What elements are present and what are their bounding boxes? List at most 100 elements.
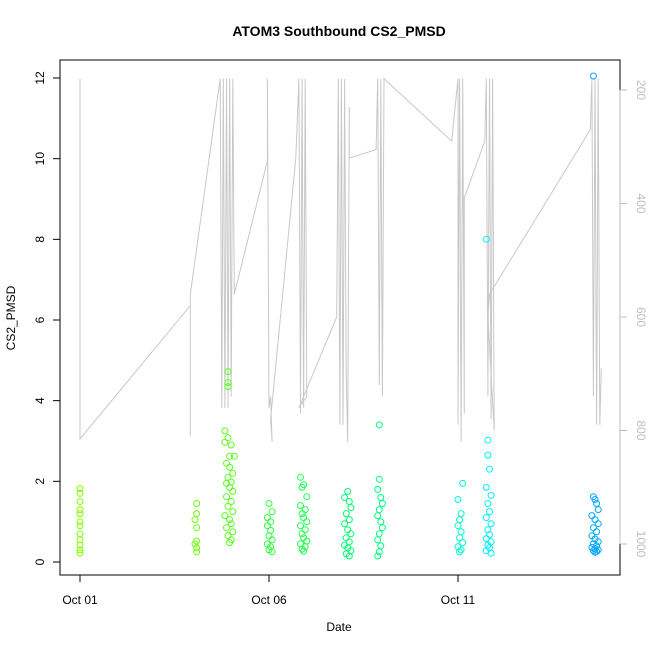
data-point (223, 524, 230, 532)
data-point (298, 483, 306, 491)
data-point (374, 552, 382, 560)
data-point (344, 487, 352, 495)
y2-tick-label: 1000 (634, 531, 648, 558)
data-point (76, 498, 84, 505)
data-point (298, 510, 306, 518)
data-point (484, 436, 492, 444)
data-point (482, 483, 490, 491)
data-point (487, 549, 495, 557)
data-point (484, 500, 492, 507)
data-point (457, 546, 465, 554)
data-point (589, 524, 597, 532)
data-point (224, 502, 232, 510)
data-point (227, 498, 235, 505)
data-point (191, 516, 199, 524)
y2-tick-label: 400 (634, 193, 648, 213)
data-point (378, 500, 386, 507)
data-point (193, 544, 201, 552)
y2-tick-label: 600 (634, 307, 648, 327)
data-point (378, 524, 386, 532)
data-point (456, 534, 464, 542)
data-point (341, 520, 349, 528)
y2-tick-label: 200 (634, 80, 648, 100)
data-point (76, 546, 84, 554)
data-point (76, 541, 84, 549)
data-point (456, 548, 464, 556)
data-point (347, 530, 355, 538)
data-point (300, 514, 308, 522)
data-point (374, 536, 382, 544)
data-point (454, 522, 462, 530)
data-point (76, 485, 84, 493)
y2-tick-label: 800 (634, 420, 648, 440)
data-point (223, 493, 230, 501)
data-point (457, 510, 465, 518)
data-point (345, 498, 353, 505)
data-point (221, 427, 229, 435)
data-point (303, 518, 311, 526)
data-point (482, 535, 490, 543)
data-point (341, 494, 349, 501)
data-point (342, 534, 350, 542)
x-tick-label: Oct 06 (251, 593, 287, 607)
data-point (268, 548, 276, 556)
data-point (486, 465, 493, 473)
data-point (486, 508, 493, 516)
data-point (76, 549, 84, 557)
data-point (375, 548, 383, 556)
data-point (76, 518, 84, 526)
data-point (591, 548, 599, 556)
data-point (375, 506, 383, 514)
data-point (223, 459, 230, 467)
x-axis-label: Date (326, 620, 352, 634)
data-point (263, 522, 271, 530)
data-point (487, 491, 495, 499)
data-point (297, 473, 304, 481)
data-point (268, 508, 276, 516)
depth-series-line (79, 77, 602, 442)
data-point (300, 547, 308, 555)
data-point (454, 496, 462, 503)
y-tick-label: 0 (33, 558, 47, 565)
data-point (459, 539, 467, 547)
data-point (224, 368, 232, 376)
data-point (482, 235, 490, 243)
data-point (374, 512, 382, 520)
data-point (482, 514, 490, 522)
data-point (588, 544, 596, 551)
data-point (459, 479, 467, 487)
data-point (593, 500, 601, 507)
data-point (297, 502, 304, 509)
data-point (76, 522, 84, 530)
data-point (224, 379, 232, 386)
y-axis-label: CS2_PMSD (4, 285, 18, 350)
data-point (224, 383, 232, 391)
data-point (345, 516, 353, 524)
data-point (345, 552, 353, 560)
data-point (484, 526, 492, 534)
y-tick-label: 10 (33, 152, 47, 166)
data-point (76, 510, 84, 518)
data-point (594, 506, 602, 514)
data-point (226, 452, 234, 460)
data-point (230, 452, 238, 460)
data-point (76, 489, 84, 497)
data-point (594, 520, 602, 528)
data-point (221, 438, 229, 446)
data-point (375, 421, 383, 429)
data-point (265, 500, 273, 507)
data-point (193, 500, 201, 507)
data-point (226, 516, 234, 524)
data-point (268, 536, 276, 544)
y-axis-right: 200 400 600 800 1000 (619, 80, 648, 558)
data-point (593, 528, 601, 536)
data-point (591, 516, 599, 524)
data-point (226, 483, 234, 491)
data-point (342, 510, 350, 518)
data-point (226, 539, 234, 547)
data-point (301, 506, 309, 514)
depth-line-layer (79, 77, 602, 442)
y-tick-label: 12 (33, 71, 47, 85)
data-point (298, 530, 306, 538)
